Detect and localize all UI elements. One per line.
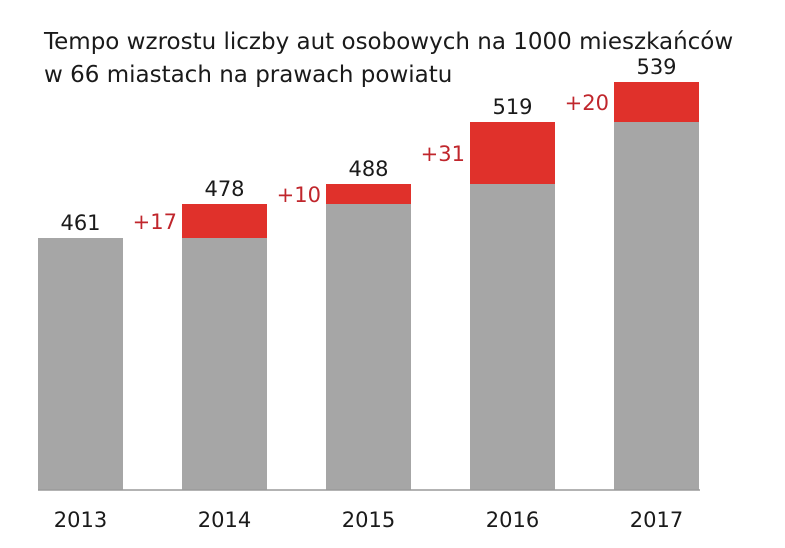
bar-base-2014 (182, 238, 267, 490)
bar-increase-2016 (470, 122, 555, 184)
chart-title: Tempo wzrostu liczby aut osobowych na 10… (44, 26, 774, 92)
total-label-2017: 539 (636, 55, 676, 79)
bars-group (38, 82, 699, 490)
x-tick-label-2016: 2016 (486, 508, 539, 532)
bar-increase-2015 (326, 184, 411, 204)
increase-label-2014: +17 (133, 210, 177, 234)
bar-base-2017 (614, 122, 699, 490)
total-label-2013: 461 (60, 211, 100, 235)
bar-base-2016 (470, 184, 555, 490)
chart-title-line-2: w 66 miastach na prawach powiatu (44, 62, 453, 88)
total-label-2014: 478 (204, 177, 244, 201)
bar-base-2015 (326, 204, 411, 490)
x-tick-label-2013: 2013 (54, 508, 107, 532)
total-label-2016: 519 (492, 95, 532, 119)
total-label-2015: 488 (348, 157, 388, 181)
x-tick-label-2015: 2015 (342, 508, 395, 532)
bar-increase-2017 (614, 82, 699, 122)
bar-increase-2014 (182, 204, 267, 238)
increase-label-2015: +10 (277, 183, 321, 207)
increase-label-2016: +31 (421, 142, 465, 166)
x-tick-label-2014: 2014 (198, 508, 251, 532)
x-tick-label-2017: 2017 (630, 508, 683, 532)
labels-group: 461 2013 478 +17 2014 488 +10 2015 519 +31 2016 539… (54, 55, 683, 532)
increase-label-2017: +20 (565, 91, 609, 115)
chart-title-line-1: Tempo wzrostu liczby aut osobowych na 10… (44, 29, 734, 55)
bar-base-2013 (38, 238, 123, 490)
